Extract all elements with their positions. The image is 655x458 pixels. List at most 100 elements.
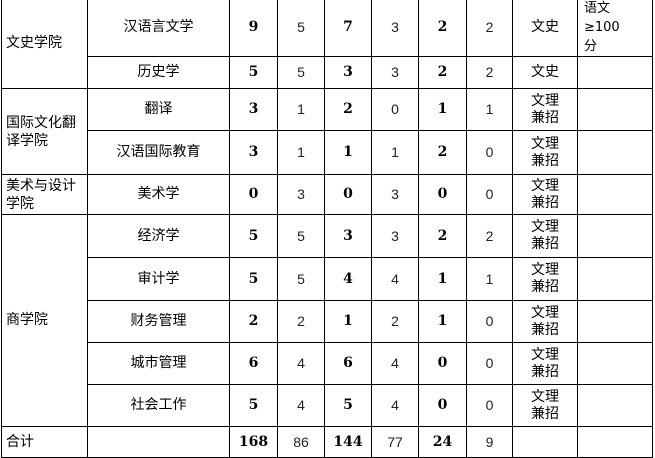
major-cell: 汉语国际教育 (87, 130, 230, 175)
count-cell-d: 3 (371, 0, 419, 57)
subject-type-cell: 文理兼招 (512, 214, 578, 258)
note-cell (577, 300, 653, 343)
major-cell: 财务管理 (87, 300, 230, 343)
count-cell-c: 4 (324, 257, 372, 301)
total-cell-e: 24 (418, 426, 467, 458)
note-cell (577, 174, 653, 215)
table-row: 社会工作 5 4 5 4 0 0 文理兼招 (2, 384, 653, 427)
count-cell-f: 0 (466, 300, 513, 343)
count-cell-d: 0 (371, 88, 419, 131)
count-cell-b: 2 (277, 300, 325, 343)
count-cell-a: 2 (229, 300, 278, 343)
count-cell-e: 0 (418, 174, 467, 215)
table-row: 历史学 5 5 3 3 2 2 文史 (2, 56, 653, 89)
count-cell-b: 5 (277, 0, 325, 57)
count-cell-e: 2 (418, 56, 467, 89)
note-cell (577, 214, 653, 258)
major-cell: 审计学 (87, 257, 230, 301)
subject-type-cell: 文理兼招 (512, 257, 578, 301)
table-row: 商学院 经济学 5 5 3 3 2 2 文理兼招 (1, 214, 653, 427)
count-cell-e: 1 (418, 300, 467, 343)
total-row: 合计 168 86 144 77 24 9 (1, 426, 653, 458)
count-cell-b: 4 (277, 384, 325, 427)
table-row: 美术与设计学院 美术学 0 3 0 3 0 0 文理兼招 (1, 174, 653, 215)
subject-type-cell: 文理兼招 (512, 130, 578, 175)
count-cell-a: 0 (229, 174, 278, 215)
count-cell-c: 2 (324, 88, 372, 131)
major-cell: 美术学 (87, 174, 230, 215)
count-cell-b: 5 (277, 56, 325, 89)
count-cell-f: 0 (466, 342, 513, 385)
count-cell-e: 2 (418, 0, 467, 57)
major-cell: 汉语言文学 (87, 0, 230, 57)
note-cell (577, 384, 653, 427)
count-cell-d: 1 (371, 130, 419, 175)
count-cell-e: 2 (418, 130, 467, 175)
table-row: 审计学 5 5 4 4 1 1 文理兼招 (2, 257, 653, 301)
count-cell-c: 6 (324, 342, 372, 385)
total-label: 合计 (1, 426, 88, 458)
note-cell (577, 342, 653, 385)
count-cell-f: 2 (466, 0, 513, 57)
subject-type-cell: 文史 (512, 0, 578, 57)
note-cell: 语文≥100分 (577, 0, 653, 57)
table-row: 汉语国际教育 3 1 1 1 2 0 文理兼招 (2, 130, 653, 175)
count-cell-a: 3 (229, 130, 278, 175)
note-cell (577, 130, 653, 175)
count-cell-d: 4 (371, 342, 419, 385)
total-cell-b: 86 (277, 426, 325, 458)
count-cell-d: 3 (371, 214, 419, 258)
note-cell (577, 88, 653, 131)
subject-type-cell: 文理兼招 (512, 174, 578, 215)
count-cell-c: 3 (324, 214, 372, 258)
count-cell-a: 9 (229, 0, 278, 57)
count-cell-e: 0 (418, 342, 467, 385)
count-cell-c: 3 (324, 56, 372, 89)
table-row: 国际文化翻译学院 翻译 3 1 2 0 1 1 文理兼招 (1, 88, 653, 175)
major-cell: 翻译 (87, 88, 230, 131)
count-cell-b: 5 (277, 214, 325, 258)
total-cell-a: 168 (229, 426, 278, 458)
subject-type-cell: 文理兼招 (512, 342, 578, 385)
total-cell-f: 9 (466, 426, 513, 458)
college-cell: 文史学院 (1, 0, 88, 89)
count-cell-d: 3 (371, 56, 419, 89)
subject-type-cell: 文理兼招 (512, 88, 578, 131)
count-cell-e: 1 (418, 257, 467, 301)
count-cell-c: 1 (324, 130, 372, 175)
subject-type-cell: 文史 (512, 56, 578, 89)
count-cell-a: 5 (229, 214, 278, 258)
count-cell-a: 5 (229, 56, 278, 89)
count-cell-e: 1 (418, 88, 467, 131)
count-cell-a: 3 (229, 88, 278, 131)
subject-type-cell: 文理兼招 (512, 384, 578, 427)
college-cell: 美术与设计学院 (1, 174, 88, 215)
major-cell: 城市管理 (87, 342, 230, 385)
major-cell: 社会工作 (87, 384, 230, 427)
count-cell-e: 2 (418, 214, 467, 258)
count-cell-f: 2 (466, 214, 513, 258)
count-cell-b: 1 (277, 88, 325, 131)
count-cell-b: 3 (277, 174, 325, 215)
count-cell-d: 2 (371, 300, 419, 343)
major-cell: 历史学 (87, 56, 230, 89)
count-cell-a: 5 (229, 257, 278, 301)
count-cell-e: 0 (418, 384, 467, 427)
count-cell-f: 2 (466, 56, 513, 89)
count-cell-c: 5 (324, 384, 372, 427)
count-cell-a: 6 (229, 342, 278, 385)
count-cell-c: 7 (324, 0, 372, 57)
empty-cell (512, 426, 578, 458)
table-row: 城市管理 6 4 6 4 0 0 文理兼招 (2, 342, 653, 385)
note-cell (577, 257, 653, 301)
table-row: 文史学院 汉语言文学 9 5 7 3 2 2 文史 语文≥100分 (1, 0, 653, 89)
total-cell-c: 144 (324, 426, 372, 458)
count-cell-c: 1 (324, 300, 372, 343)
count-cell-b: 5 (277, 257, 325, 301)
table-row: 财务管理 2 2 1 2 1 0 文理兼招 (2, 300, 653, 343)
count-cell-f: 1 (466, 257, 513, 301)
college-cell: 国际文化翻译学院 (1, 88, 88, 175)
college-cell: 商学院 (1, 214, 88, 427)
count-cell-c: 0 (324, 174, 372, 215)
